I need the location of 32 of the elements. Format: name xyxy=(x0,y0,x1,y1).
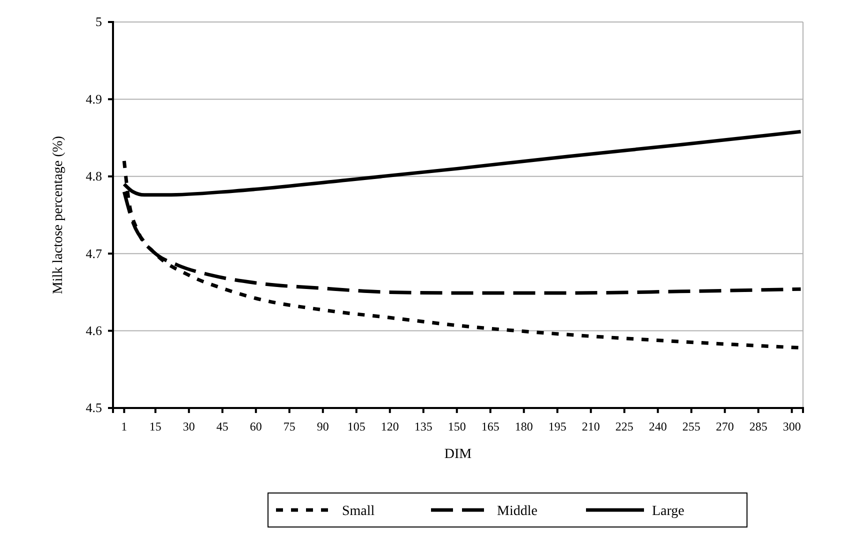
x-tick-label: 165 xyxy=(481,420,500,434)
x-tick-label: 60 xyxy=(250,420,262,434)
x-tick-label: 240 xyxy=(648,420,667,434)
x-tick-label: 180 xyxy=(514,420,533,434)
x-tick-label: 75 xyxy=(283,420,296,434)
y-tick-label: 4.7 xyxy=(86,246,102,261)
x-tick-label: 120 xyxy=(380,420,399,434)
x-tick-label: 30 xyxy=(182,420,195,434)
x-tick-label: 1 xyxy=(121,420,128,434)
legend-label: Middle xyxy=(497,504,538,519)
x-tick-label: 45 xyxy=(216,420,228,434)
x-tick-label: 285 xyxy=(749,420,768,434)
y-tick-label: 5 xyxy=(96,14,102,30)
y-tick-label: 4.6 xyxy=(86,322,102,338)
x-axis-title: DIM xyxy=(444,447,472,462)
x-tick-label: 270 xyxy=(716,420,734,434)
x-tick-label: 105 xyxy=(347,420,366,434)
x-tick-label: 210 xyxy=(582,420,600,434)
x-tick-label: 90 xyxy=(316,420,329,434)
y-tick-label: 4.9 xyxy=(86,91,102,106)
x-tick-label: 300 xyxy=(782,420,801,434)
x-tick-label: 255 xyxy=(682,420,700,434)
x-tick-label: 150 xyxy=(448,420,466,434)
y-tick-label: 4.5 xyxy=(86,400,102,416)
x-tick-label: 135 xyxy=(414,420,432,434)
y-axis-title: Milk lactose percentage (%) xyxy=(51,136,66,294)
x-tick-label: 225 xyxy=(615,420,634,434)
y-tick-label: 4.8 xyxy=(86,168,102,184)
legend-label: Small xyxy=(342,504,375,519)
legend-label: Large xyxy=(652,504,684,519)
x-tick-label: 195 xyxy=(548,420,566,434)
x-tick-label: 15 xyxy=(149,420,162,434)
